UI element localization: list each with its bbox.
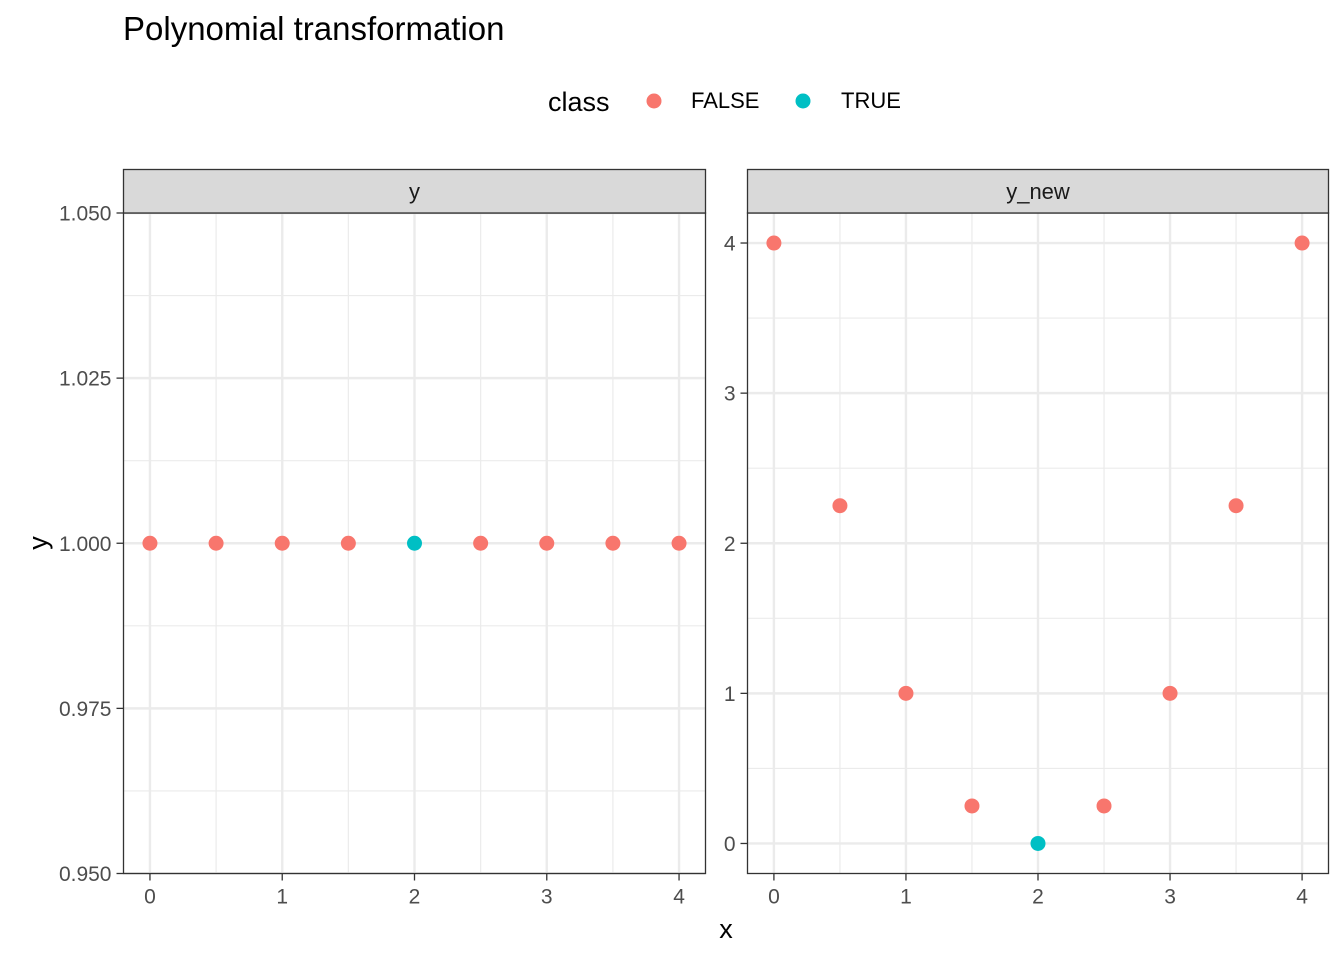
legend-title: class — [548, 87, 610, 117]
x-tick-label: 0 — [144, 886, 156, 909]
y-tick-label: 4 — [724, 233, 736, 256]
y-tick-label: 0.950 — [59, 863, 112, 886]
data-point — [208, 535, 224, 551]
chart-title: Polynomial transformation — [123, 10, 505, 47]
x-tick-label: 0 — [768, 886, 780, 909]
data-point — [1162, 685, 1178, 701]
x-tick-label: 3 — [541, 886, 553, 909]
data-point — [473, 535, 489, 551]
data-point — [605, 535, 621, 551]
y-tick-label: 2 — [724, 533, 736, 556]
facet-panel-y: y 0 1 2 3 4 0.950 0.975 1.000 1.025 1.050 — [59, 168, 707, 909]
data-point — [1228, 498, 1244, 514]
legend-key-false — [646, 93, 662, 109]
data-point — [539, 535, 555, 551]
data-point — [671, 535, 687, 551]
x-axis-title: x — [719, 914, 733, 944]
y-tick-label: 1.000 — [59, 533, 112, 556]
data-point — [832, 498, 848, 514]
legend-label-true: TRUE — [841, 88, 901, 113]
data-point — [407, 535, 422, 551]
data-point — [142, 535, 158, 551]
x-tick-label: 1 — [276, 886, 288, 909]
facet-strip — [746, 168, 1330, 214]
x-tick-label: 2 — [409, 886, 421, 909]
x-tick-label: 2 — [1032, 886, 1044, 909]
legend-label-false: FALSE — [691, 88, 759, 113]
y-tick-label: 1.050 — [59, 203, 112, 226]
facet-strip — [122, 168, 707, 214]
facet-strip-label: y_new — [1006, 179, 1070, 204]
y-tick-label: 3 — [724, 383, 736, 406]
data-point — [274, 535, 290, 551]
data-point — [898, 685, 914, 701]
x-tick-label: 4 — [1296, 886, 1308, 909]
data-point — [1096, 798, 1112, 814]
facet-strip-label: y — [409, 179, 420, 204]
y-tick-label: 0 — [724, 833, 736, 856]
legend: class FALSE TRUE — [548, 87, 901, 117]
data-point — [964, 798, 980, 814]
legend-key-true — [795, 93, 811, 109]
data-point — [1294, 235, 1310, 251]
facet-panels: y 0 1 2 3 4 0.950 0.975 1.000 1.025 1.050 y_new 0 1 2 3… — [59, 168, 1330, 909]
x-tick-label: 1 — [900, 886, 912, 909]
x-tick-label: 4 — [673, 886, 685, 909]
y-axis-title: y — [23, 536, 53, 550]
data-point — [766, 235, 782, 251]
data-point — [340, 535, 356, 551]
y-tick-label: 0.975 — [59, 698, 112, 721]
x-tick-label: 3 — [1164, 886, 1176, 909]
facet-panel-y-new: y_new 0 1 2 3 4 0 1 2 3 4 — [724, 168, 1330, 909]
y-tick-label: 1 — [724, 683, 736, 706]
data-point — [1030, 835, 1046, 851]
y-tick-label: 1.025 — [59, 368, 112, 391]
